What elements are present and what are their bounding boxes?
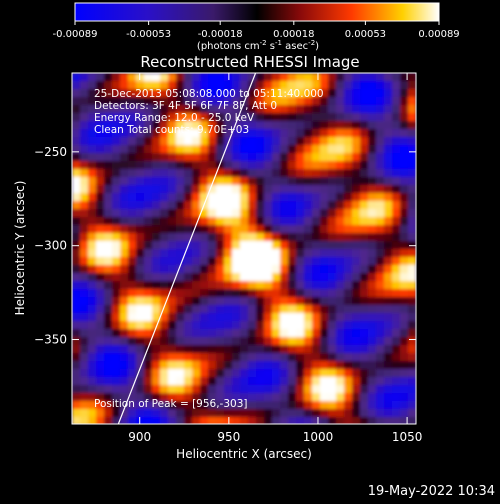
colorbar-tick-label: 0.00053 [345,29,386,40]
y-tick-label: −250 [34,145,67,159]
y-axis-ticks: −250 −300 −350 [34,145,416,347]
x-axis-ticks: 900 950 1000 1050 [128,73,422,444]
x-tick-label: 1050 [392,430,423,444]
colorbar: -0.00089 -0.00053 -0.00018 0.00018 0.00053 0.… [53,2,460,52]
colorbar-tick-label: -0.00053 [126,29,171,40]
annotation-clean-counts: Clean Total counts: 9.70E+03 [94,124,249,136]
heatmap-image [72,73,416,424]
y-tick-label: −350 [34,333,67,347]
colorbar-ticks: -0.00089 -0.00053 -0.00018 0.00018 0.00053 0.… [53,21,460,40]
plot-frame [71,72,417,425]
annotation-peak-position: Position of Peak = [956,-303] [94,398,248,410]
chart-title: Reconstructed RHESSI Image [140,53,359,71]
annotation-detectors: Detectors: 3F 4F 5F 6F 7F 8F, Att 0 [94,100,277,112]
footer-timestamp: 19-May-2022 10:34 [368,484,495,499]
annotation-energy-range: Energy Range: 12.0 - 25.0 keV [94,112,255,124]
y-axis-label: Heliocentric Y (arcsec) [13,181,27,316]
x-axis-label: Heliocentric X (arcsec) [176,447,312,461]
y-tick-label: −300 [34,239,67,253]
solar-limb-line [117,73,257,424]
colorbar-gradient [74,2,440,22]
annotation-time-range: 25-Dec-2013 05:08:08.000 to 05:11:40.000 [94,88,324,100]
x-tick-label: 950 [217,430,240,444]
plot-area [72,73,416,424]
colorbar-units: (photons cm-2 s-1 asec-2) [197,39,319,52]
colorbar-tick-label: 0.00089 [418,29,459,40]
colorbar-tick-label: -0.00089 [53,29,98,40]
colorbar-tick-label: -0.00018 [198,29,243,40]
x-tick-label: 900 [128,430,151,444]
colorbar-tick-label: 0.00018 [273,29,314,40]
x-tick-label: 1000 [303,430,334,444]
